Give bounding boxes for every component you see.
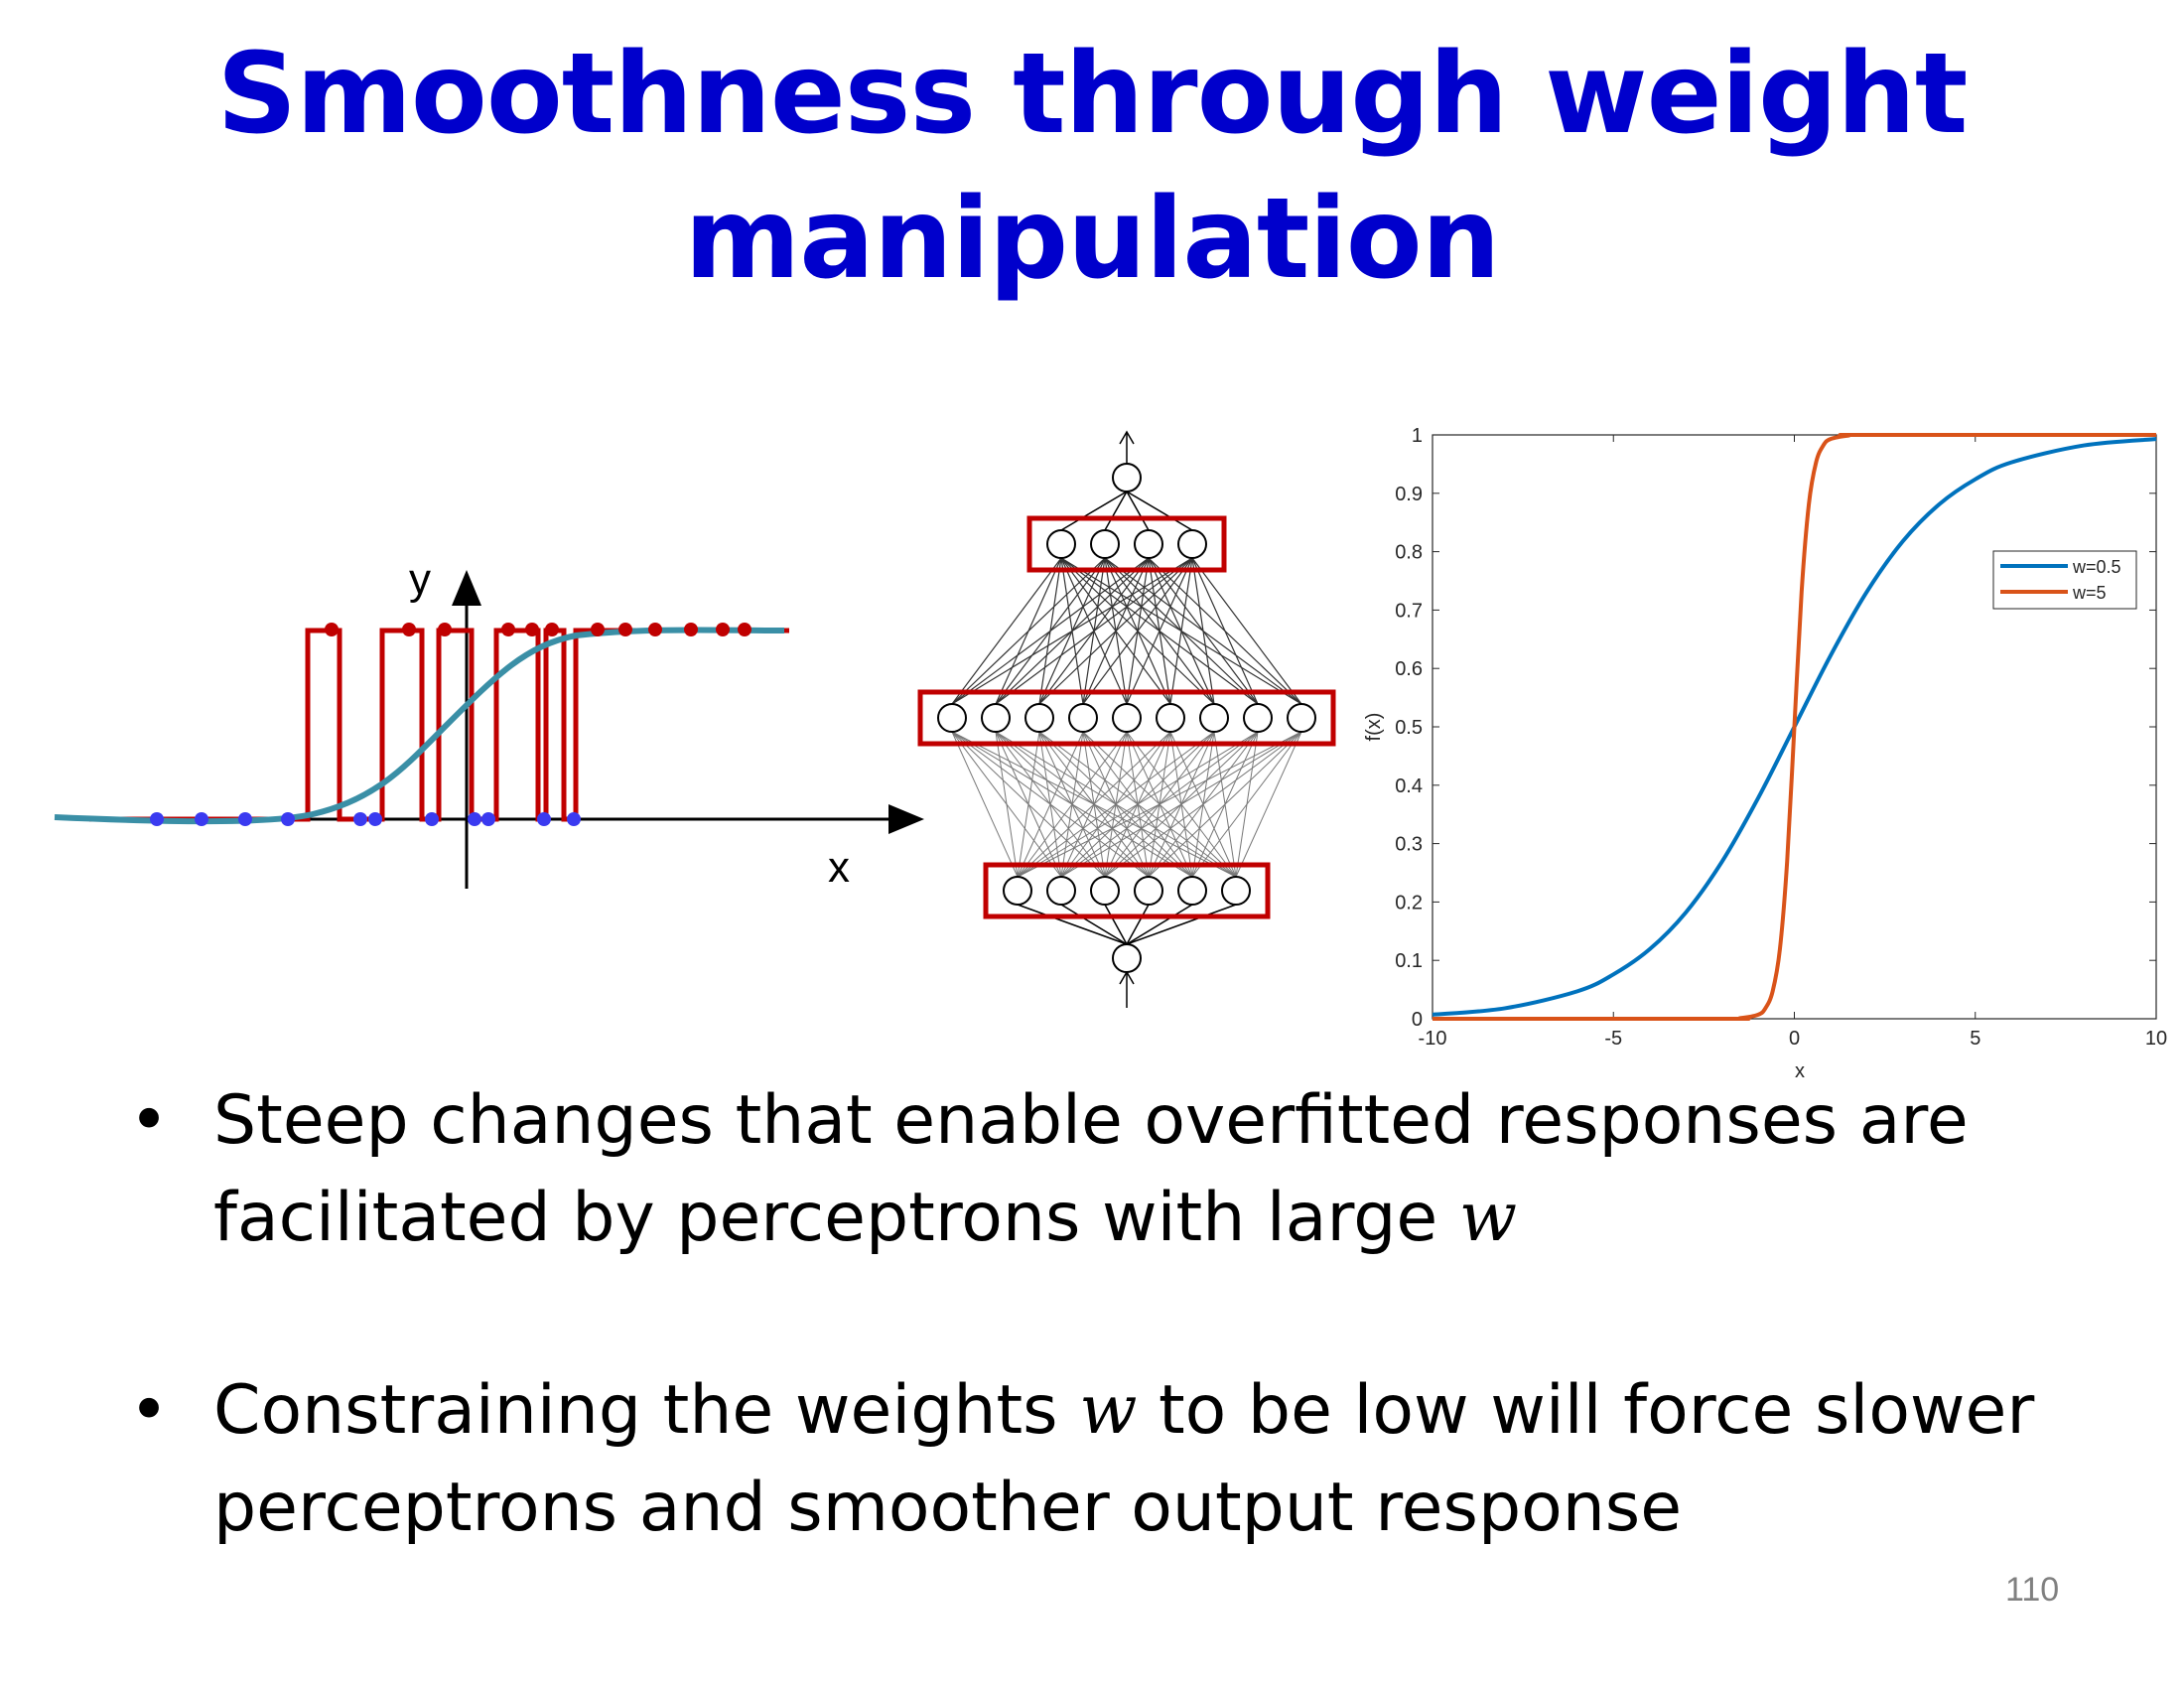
series-line-w5 xyxy=(1432,432,2157,1022)
hidden-layer-3-node xyxy=(1134,529,1163,559)
y-axis-label: y xyxy=(409,555,431,604)
hidden-layer-1-node xyxy=(1221,876,1251,906)
x-axis-label: x xyxy=(828,843,850,892)
legend-entry-w05: w=0.5 xyxy=(2072,557,2121,577)
output-node xyxy=(1112,463,1142,492)
smooth-fit-curve xyxy=(54,627,785,825)
input-node xyxy=(1112,943,1142,973)
hidden-layer-1-node xyxy=(1090,876,1120,906)
chart-legend: w=0.5 w=5 xyxy=(1992,550,2137,610)
hidden-layer-1-node xyxy=(1177,876,1207,906)
hidden-layer-2-node xyxy=(1199,703,1229,733)
chart-y-label: f(x) xyxy=(1363,713,1385,742)
y-tick-label: 0.9 xyxy=(1395,484,1423,505)
y-tick-label: 0.1 xyxy=(1395,950,1423,972)
overfit-step-plot: y x xyxy=(54,555,924,892)
overfit-step-curve xyxy=(89,628,789,822)
chart-x-label: x xyxy=(1795,1060,1805,1082)
x-tick-label: 10 xyxy=(2145,1028,2167,1050)
page-number: 110 xyxy=(2005,1571,2060,1609)
neural-network-diagram xyxy=(917,430,1336,1008)
bullet-list: • Steep changes that enable overfitted r… xyxy=(129,1072,2065,1652)
layer-box-1 xyxy=(983,862,1271,919)
x-tick-label: 0 xyxy=(1789,1028,1800,1050)
legend-entry-w5: w=5 xyxy=(2072,583,2107,603)
red-data-points xyxy=(325,623,751,636)
network-nodes xyxy=(937,463,1316,973)
x-tick-label: -5 xyxy=(1604,1028,1622,1050)
bullet-text: Steep changes that enable overfitted res… xyxy=(213,1081,1969,1257)
hidden-layer-2-node xyxy=(981,703,1011,733)
y-tick-label: 1 xyxy=(1412,425,1423,447)
y-tick-label: 0.7 xyxy=(1395,600,1423,622)
slide-title-line-1: Smoothness through weight xyxy=(216,30,1969,159)
y-tick-label: 0.6 xyxy=(1395,658,1423,680)
hidden-layer-1-node xyxy=(1134,876,1163,906)
blue-data-points xyxy=(150,812,581,826)
hidden-layer-2-node xyxy=(1287,703,1316,733)
chart-lines xyxy=(1432,432,2157,1022)
bullet-text-after: to be low will force slower perceptrons … xyxy=(213,1371,2035,1547)
y-tick-label: 0.8 xyxy=(1395,542,1423,564)
layer-highlight-boxes xyxy=(917,515,1336,919)
hidden-layer-2-node xyxy=(1243,703,1273,733)
hidden-layer-2-node xyxy=(937,703,967,733)
bullet-text: Constraining the weights xyxy=(213,1371,1080,1450)
hidden-layer-3-node xyxy=(1090,529,1120,559)
chart-ticks: -10 -5 0 5 10 0 0.1 0.2 0.3 0.4 0.5 0.6 0.7 0.8 0.9 1 xyxy=(1395,425,2167,1050)
slide-title: Smoothness through weight manipulation xyxy=(0,22,2184,312)
layer-box-3 xyxy=(1026,515,1227,573)
bullet-item: • Constraining the weights w to be low w… xyxy=(129,1362,2065,1557)
hidden-layer-3-node xyxy=(1177,529,1207,559)
slide-title-line-2: manipulation xyxy=(684,175,1501,304)
x-tick-label: 5 xyxy=(1970,1028,1980,1050)
hidden-layer-1-node xyxy=(1003,876,1032,906)
bullet-marker: • xyxy=(129,1081,170,1160)
x-tick-label: -10 xyxy=(1419,1028,1447,1050)
y-tick-label: 0.5 xyxy=(1395,717,1423,739)
hidden-layer-3-node xyxy=(1046,529,1076,559)
y-tick-label: 0.2 xyxy=(1395,892,1423,914)
network-connections xyxy=(951,430,1302,1008)
layer-box-2 xyxy=(917,689,1336,747)
bullet-variable: w xyxy=(1079,1371,1138,1450)
bullet-variable: w xyxy=(1458,1179,1518,1257)
hidden-layer-2-node xyxy=(1112,703,1142,733)
y-tick-label: 0.4 xyxy=(1395,775,1423,797)
sigmoid-chart: -10 -5 0 5 10 0 0.1 0.2 0.3 0.4 0.5 0.6 0.7 0.8 0.9 1 x… xyxy=(1363,425,2167,1082)
y-tick-label: 0.3 xyxy=(1395,834,1423,856)
bullet-item: • Steep changes that enable overfitted r… xyxy=(129,1072,2065,1267)
hidden-layer-2-node xyxy=(1068,703,1098,733)
hidden-layer-1-node xyxy=(1046,876,1076,906)
bullet-marker: • xyxy=(129,1371,170,1450)
hidden-layer-2-node xyxy=(1024,703,1054,733)
y-tick-label: 0 xyxy=(1412,1009,1423,1031)
hidden-layer-2-node xyxy=(1156,703,1185,733)
